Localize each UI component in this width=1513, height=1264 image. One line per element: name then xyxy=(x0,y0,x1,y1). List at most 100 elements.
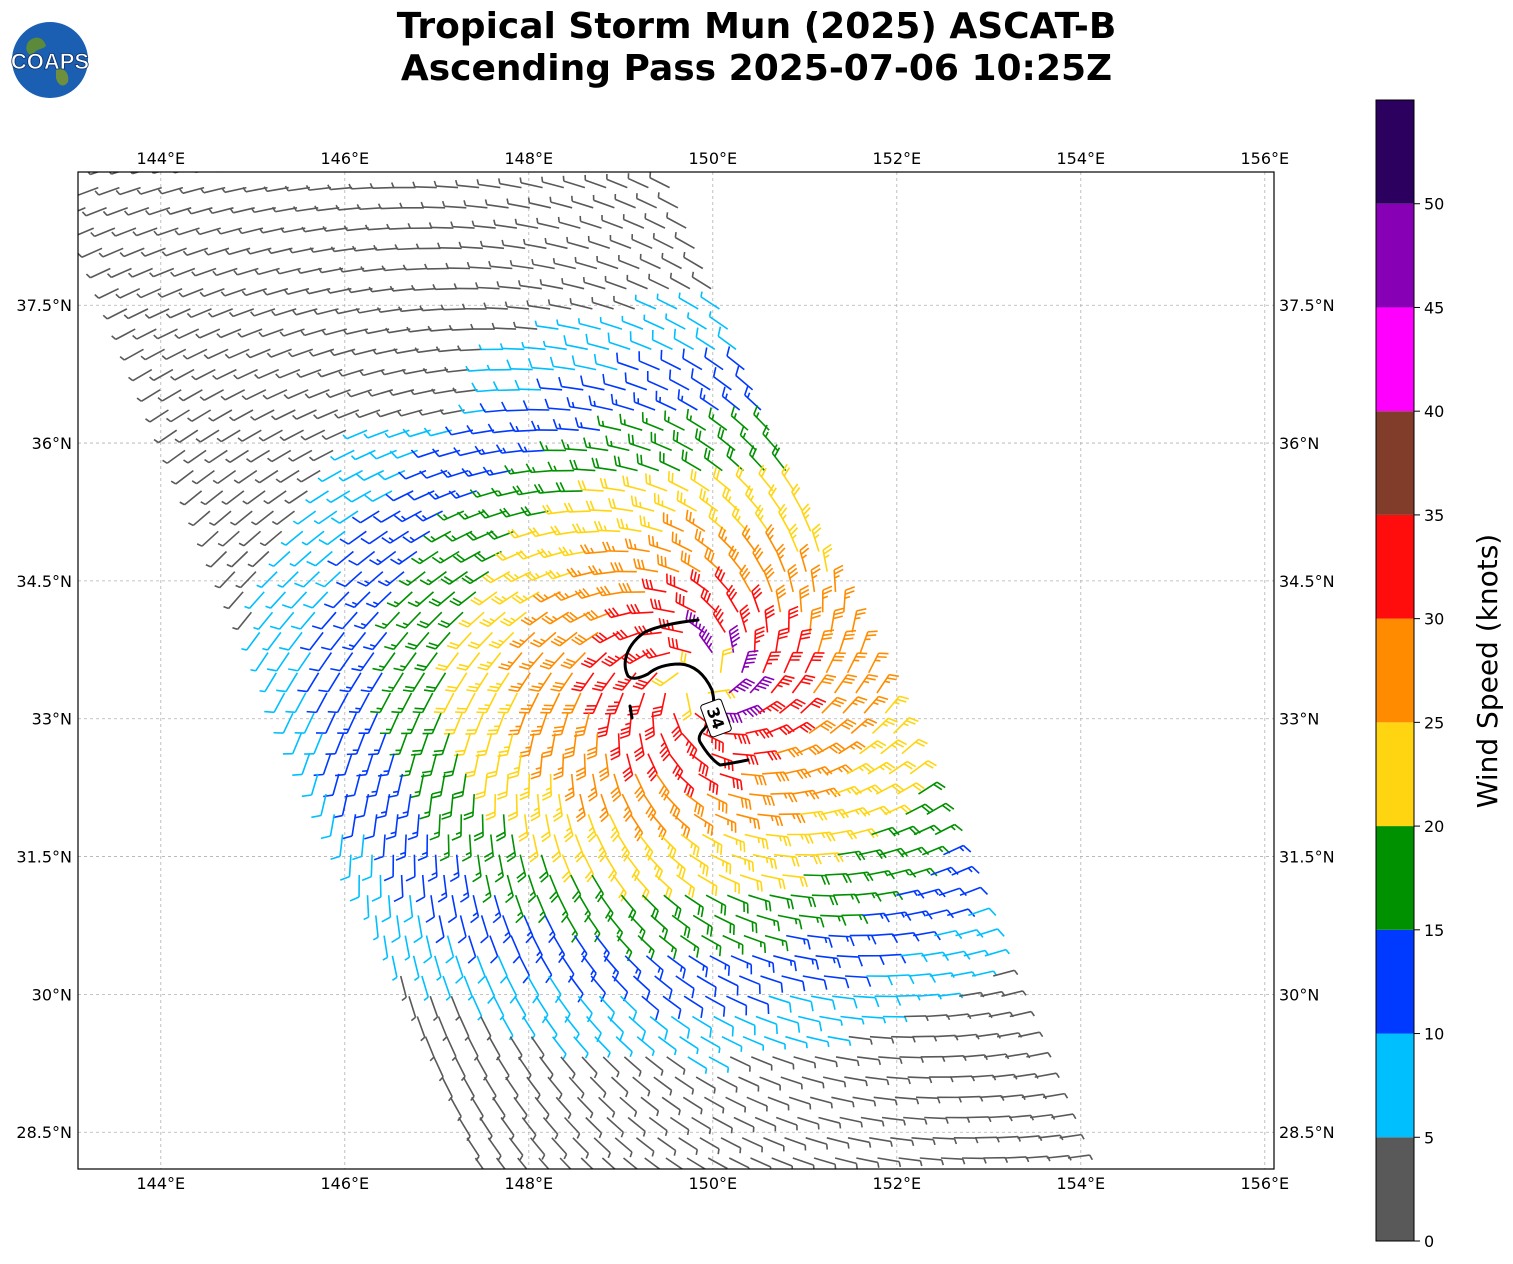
wind-barb xyxy=(753,626,765,653)
wind-barb xyxy=(946,1013,972,1020)
wind-barb xyxy=(237,328,263,338)
wind-barb xyxy=(488,260,513,270)
wind-barb xyxy=(233,267,259,276)
wind-barb xyxy=(763,563,775,593)
wind-barb xyxy=(748,445,766,472)
wind-barb xyxy=(577,480,604,492)
chart-title: Tropical Storm Mun (2025) ASCAT-B Ascend… xyxy=(0,6,1513,90)
wind-barb xyxy=(246,449,271,463)
wind-barb xyxy=(1038,1134,1064,1141)
wind-barb xyxy=(433,180,459,189)
wind-barb xyxy=(507,794,518,822)
wind-barb xyxy=(979,1094,1005,1101)
wind-barb xyxy=(497,955,508,984)
wind-barb xyxy=(423,935,433,964)
wind-barb xyxy=(355,469,385,481)
wind-barb xyxy=(395,611,422,629)
wind-barb xyxy=(571,523,600,534)
wind-barb xyxy=(526,1076,541,1100)
wind-barb xyxy=(166,409,190,423)
wind-barb xyxy=(808,720,836,735)
lon-tick-label: 146°E xyxy=(320,1174,369,1193)
wind-barb xyxy=(937,1096,962,1103)
wind-barb xyxy=(533,483,562,494)
wind-barb xyxy=(351,245,378,252)
wind-barb xyxy=(557,216,581,229)
wind-barb xyxy=(528,834,539,863)
wind-barb xyxy=(926,802,955,815)
wind-barb xyxy=(304,389,330,399)
wind-barb xyxy=(170,267,196,277)
wind-barb xyxy=(311,611,337,630)
wind-barb xyxy=(550,525,579,536)
wind-barb xyxy=(458,241,483,250)
wind-barb xyxy=(636,453,660,472)
wind-barb xyxy=(743,934,767,954)
wind-barb xyxy=(680,833,700,858)
wind-barb xyxy=(566,397,592,411)
wind-barb xyxy=(667,637,692,654)
wind-barb xyxy=(425,895,436,923)
wind-barb xyxy=(810,995,836,1010)
wind-barb xyxy=(258,227,285,234)
wind-barb xyxy=(466,424,495,435)
wind-barb xyxy=(270,409,296,421)
wind-barb xyxy=(594,1036,611,1058)
wind-barb xyxy=(645,1056,664,1076)
wind-barb xyxy=(115,287,141,299)
wind-barb xyxy=(837,850,866,861)
wind-barb xyxy=(740,773,767,786)
wind-barb xyxy=(191,267,217,277)
wind-barb xyxy=(526,300,551,310)
wind-barb xyxy=(308,449,334,462)
wind-barb xyxy=(622,1157,642,1169)
wind-barb xyxy=(811,894,839,906)
wind-barb xyxy=(638,351,660,371)
wind-barb xyxy=(601,1157,620,1169)
wind-barb xyxy=(540,692,561,714)
wind-barb xyxy=(669,1116,690,1136)
wind-barb xyxy=(279,429,304,442)
wind-barb xyxy=(283,287,310,296)
wind-barb xyxy=(874,995,902,1006)
wind-barb xyxy=(677,389,698,411)
wind-barb xyxy=(707,1157,729,1169)
wind-barb xyxy=(770,675,795,694)
colorbar-segment xyxy=(1376,514,1414,619)
wind-barb xyxy=(654,874,673,900)
wind-barb xyxy=(440,571,468,585)
wind-barb xyxy=(632,975,651,1001)
wind-barb xyxy=(699,488,719,512)
wind-barb xyxy=(182,247,209,257)
wind-barb xyxy=(847,1137,872,1148)
wind-barb xyxy=(602,541,629,553)
wind-barb xyxy=(775,627,789,653)
wind-barb xyxy=(358,712,379,735)
wind-barb xyxy=(457,345,483,352)
colorbar-tick-label: 0 xyxy=(1424,1232,1434,1251)
colorbar-tick-label: 15 xyxy=(1424,921,1444,940)
wind-barb xyxy=(976,928,1005,937)
wind-barb xyxy=(497,773,509,800)
wind-barb xyxy=(529,1137,546,1160)
wind-barb xyxy=(456,510,486,520)
wind-barb xyxy=(680,550,701,573)
wind-barb xyxy=(322,225,348,232)
wind-barb xyxy=(852,1096,877,1107)
wind-barb xyxy=(447,160,471,168)
wind-barb xyxy=(867,761,896,775)
wind-barb xyxy=(788,1096,812,1110)
wind-barb xyxy=(187,409,212,422)
wind-barb xyxy=(505,975,518,1004)
wind-barb xyxy=(686,408,707,431)
wind-barb xyxy=(251,510,274,526)
colorbar-segment xyxy=(1376,411,1414,515)
wind-barb xyxy=(610,393,635,411)
wind-barb xyxy=(869,1035,895,1044)
wind-barb xyxy=(402,530,431,544)
wind-barb xyxy=(390,550,418,565)
wind-barb xyxy=(367,389,394,397)
lat-tick-label: 28.5°N xyxy=(16,1123,72,1142)
wind-barb xyxy=(265,591,286,609)
wind-barb xyxy=(467,631,493,650)
